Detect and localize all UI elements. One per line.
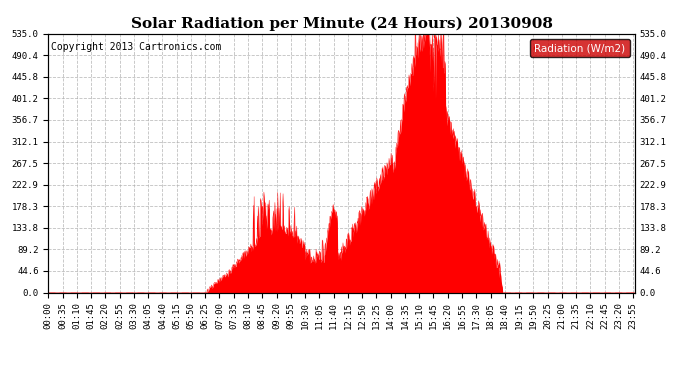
Title: Solar Radiation per Minute (24 Hours) 20130908: Solar Radiation per Minute (24 Hours) 20… [130,17,553,31]
Text: Copyright 2013 Cartronics.com: Copyright 2013 Cartronics.com [51,42,221,51]
Legend: Radiation (W/m2): Radiation (W/m2) [530,39,629,57]
